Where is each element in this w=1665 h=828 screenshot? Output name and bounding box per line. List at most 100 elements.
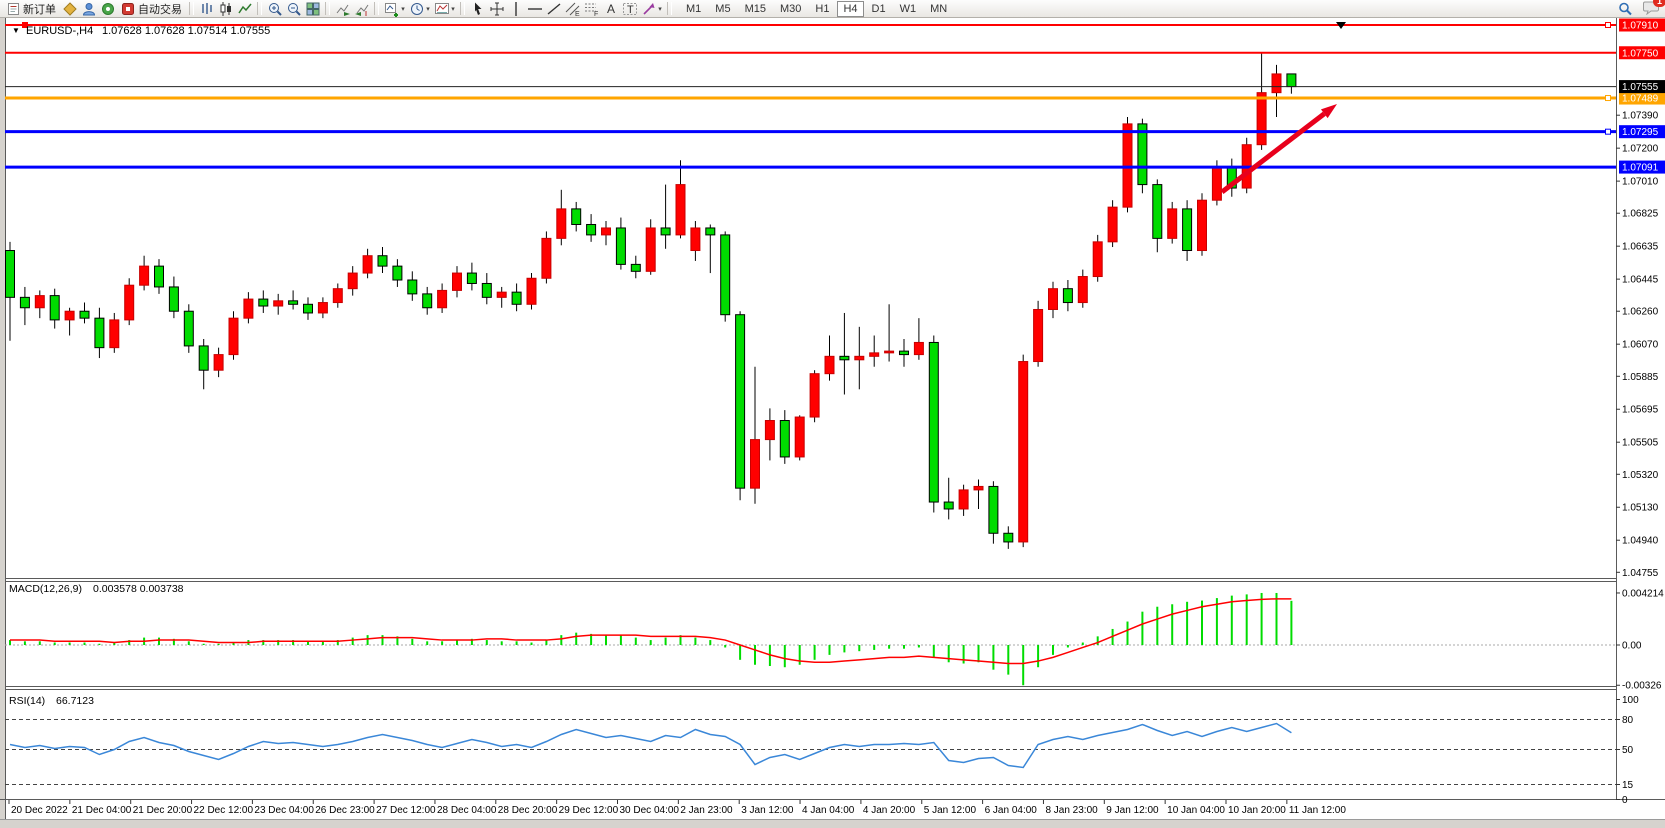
- rsi-axis-label: 50: [1622, 745, 1634, 756]
- line-handle[interactable]: [1605, 128, 1611, 135]
- chat-icon[interactable]: 1: [1642, 0, 1665, 18]
- bar-chart-icon[interactable]: [197, 1, 216, 17]
- vertical-line-tool-icon[interactable]: [506, 1, 525, 17]
- toolbar-separator: [374, 2, 379, 15]
- text-tool-icon[interactable]: A: [601, 1, 620, 17]
- timeframe-m1[interactable]: M1: [686, 2, 702, 15]
- date-axis-label: 26 Dec 23:00: [315, 805, 375, 816]
- date-axis-label: 29 Dec 12:00: [559, 805, 619, 816]
- price-axis-label: 1.06070: [1622, 340, 1659, 351]
- timeframe-toolbar: M1 M5 M15 M30 H1 H4 D1 W1 MN: [679, 0, 954, 17]
- candlestick-series: [5, 52, 1297, 549]
- zoom-out-icon[interactable]: [284, 1, 303, 17]
- cursor-tool-icon[interactable]: [468, 1, 487, 17]
- price-axis-label: 1.07390: [1622, 111, 1659, 122]
- signals-icon[interactable]: [98, 1, 117, 17]
- price-axis-label: 1.04755: [1622, 568, 1659, 579]
- add-indicator-icon[interactable]: [382, 1, 401, 17]
- rsi-axis-label: 15: [1622, 780, 1634, 791]
- chart-title-symbol: EURUSD-,H4: [26, 25, 93, 37]
- rsi-line: [9, 722, 1292, 769]
- price-badge: [1619, 91, 1665, 105]
- new-order-label: 新订单: [23, 3, 56, 16]
- timeframe-h1[interactable]: H1: [815, 2, 830, 15]
- toolbar-separator: [189, 2, 194, 15]
- timeframe-mn[interactable]: MN: [930, 2, 948, 15]
- arrows-tool-dropdown[interactable]: ▾: [658, 5, 662, 13]
- line-handle[interactable]: [22, 22, 28, 28]
- timeframe-d1[interactable]: D1: [871, 2, 886, 15]
- notification-badge: 1: [1653, 0, 1665, 7]
- date-axis-label: 4 Jan 04:00: [802, 805, 855, 816]
- new-order-button[interactable]: 新订单: [3, 1, 60, 17]
- price-axis-label: 1.07010: [1622, 177, 1659, 188]
- arrows-tool-icon[interactable]: [639, 1, 658, 17]
- tile-windows-icon[interactable]: [303, 1, 322, 17]
- rsi-axis-label: 80: [1622, 715, 1634, 726]
- date-axis-label: 6 Jan 04:00: [985, 805, 1038, 816]
- price-axis-label: 1.06260: [1622, 307, 1659, 318]
- price-axis-label: 1.06635: [1622, 242, 1659, 253]
- chart-title-ohlc: 1.07628 1.07628 1.07514 1.07555: [102, 25, 270, 37]
- trend-arrow[interactable]: [1220, 111, 1326, 194]
- toolbar-separator: [667, 2, 672, 15]
- crosshair-tool-icon[interactable]: [487, 1, 506, 17]
- periods-dropdown[interactable]: ▾: [426, 5, 430, 13]
- fibonacci-tool-icon[interactable]: F: [582, 1, 601, 17]
- zoom-in-icon[interactable]: [265, 1, 284, 17]
- new-order-icon: [8, 2, 19, 15]
- line-handle[interactable]: [1605, 95, 1611, 102]
- timeframe-m30[interactable]: M30: [779, 2, 802, 15]
- price-axis-label: 1.05505: [1622, 438, 1659, 449]
- svg-text:F: F: [594, 11, 598, 17]
- main-toolbar: 新订单 自动交易 ▾ ▾ ▾ E F A T ▾ M: [0, 0, 1665, 18]
- timeframe-h4[interactable]: H4: [837, 0, 864, 17]
- trendline-tool-icon[interactable]: [544, 1, 563, 17]
- price-badge: [1619, 160, 1665, 174]
- price-axis-label: 1.07200: [1622, 144, 1659, 155]
- label-tool-icon[interactable]: T: [620, 1, 639, 17]
- autotrade-label: 自动交易: [138, 3, 182, 16]
- price-axis-label: 1.05130: [1622, 503, 1659, 514]
- add-indicator-dropdown[interactable]: ▾: [401, 5, 405, 13]
- market-depth-icon[interactable]: [60, 1, 79, 17]
- timeframe-m15[interactable]: M15: [744, 2, 766, 15]
- line-chart-icon[interactable]: [235, 1, 254, 17]
- toolbar-separator: [325, 2, 330, 15]
- chart-menu-arrow-icon[interactable]: ▼: [12, 26, 20, 35]
- macd-indicator-label: MACD(12,26,9): [9, 583, 82, 595]
- line-handle[interactable]: [1605, 22, 1611, 28]
- search-icon[interactable]: [1615, 1, 1634, 17]
- macd-histogram: [9, 592, 1293, 686]
- horizontal-line-tool-icon[interactable]: [525, 1, 544, 17]
- periods-clock-icon[interactable]: [407, 1, 426, 17]
- timeframe-m5[interactable]: M5: [715, 2, 731, 15]
- rsi-indicator-value: 66.7123: [56, 695, 94, 707]
- date-axis-label: 11 Jan 12:00: [1289, 805, 1347, 816]
- toolbar-right-group: 1: [1615, 0, 1665, 18]
- accounts-icon[interactable]: [79, 1, 98, 17]
- templates-icon[interactable]: [432, 1, 451, 17]
- date-axis-label: 9 Jan 12:00: [1106, 805, 1159, 816]
- channel-tool-icon[interactable]: E: [563, 1, 582, 17]
- svg-text:1.07750: 1.07750: [1622, 48, 1659, 59]
- date-axis-label: 10 Jan 04:00: [1167, 805, 1225, 816]
- chart-shift-icon[interactable]: [352, 1, 371, 17]
- rsi-indicator-label: RSI(14): [9, 695, 45, 707]
- timeframe-w1[interactable]: W1: [899, 2, 917, 15]
- price-badge: [1619, 18, 1665, 32]
- price-axis-label: 1.05320: [1622, 470, 1659, 481]
- auto-scroll-icon[interactable]: [333, 1, 352, 17]
- date-axis-label: 2 Jan 23:00: [680, 805, 733, 816]
- rsi-axis-label: 0: [1622, 795, 1628, 806]
- templates-dropdown[interactable]: ▾: [451, 5, 455, 13]
- svg-text:1.07555: 1.07555: [1622, 82, 1659, 93]
- macd-axis-label: 0.00: [1622, 641, 1642, 652]
- candlestick-chart-icon[interactable]: [216, 1, 235, 17]
- toolbar-separator: [257, 2, 262, 15]
- chart-shift-marker[interactable]: [1336, 22, 1346, 29]
- macd-signal-line: [10, 598, 1292, 665]
- autotrade-button[interactable]: 自动交易: [117, 1, 186, 17]
